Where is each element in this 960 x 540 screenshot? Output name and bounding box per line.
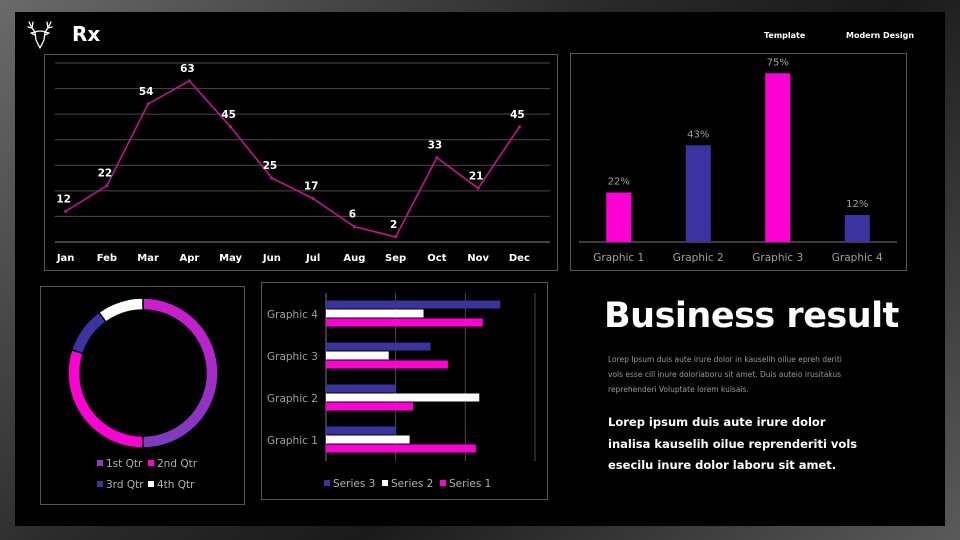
bar	[326, 318, 483, 327]
bar	[326, 309, 424, 318]
column-chart: 22% Graphic 1 43% Graphic 2 75% Graphic 3 12% G…	[579, 57, 897, 264]
bar	[765, 73, 791, 242]
data-point	[270, 176, 274, 180]
x-tick-label: Apr	[179, 253, 199, 264]
legend-label: Series 1	[449, 478, 491, 490]
data-label: 21	[469, 170, 484, 182]
x-tick-label: Jun	[262, 253, 281, 264]
legend-label: 3rd Qtr	[106, 479, 144, 491]
x-tick-label: Sep	[385, 253, 406, 264]
bar-chart-panel: Graphic 1 Graphic 2 Graphic 3 Graphic 4 Seri…	[261, 282, 548, 500]
data-label: 45	[510, 109, 525, 121]
y-tick-label: Graphic 4	[267, 309, 318, 321]
line-chart: 12 22 54 63 45 25 17 6 2 33 21 45 Jan Feb Mar Apr May Jun…	[55, 62, 550, 264]
legend-swatch	[148, 481, 154, 487]
small-paragraph: Lorep Ipsum duis aute irure dolor in kau…	[608, 355, 842, 394]
data-label: 33	[428, 140, 443, 152]
data-point	[435, 156, 439, 160]
legend-swatch	[382, 480, 388, 486]
data-point	[394, 235, 398, 239]
data-point	[476, 186, 480, 190]
deer-head-icon	[27, 21, 53, 49]
bar	[326, 402, 414, 411]
data-point	[517, 125, 521, 129]
bar	[685, 145, 711, 242]
column-chart-panel: 22% Graphic 1 43% Graphic 2 75% Graphic 3 12% G…	[570, 53, 907, 271]
data-point	[187, 79, 191, 83]
bar	[844, 215, 870, 242]
data-label: 12%	[846, 199, 868, 210]
data-label: 22	[98, 168, 113, 180]
data-label: 22%	[608, 177, 630, 188]
doughnut-slice	[70, 311, 108, 355]
x-tick-label: Feb	[97, 253, 117, 264]
data-label: 6	[349, 209, 356, 221]
x-tick-label: Graphic 3	[752, 252, 803, 264]
x-tick-label: Oct	[427, 253, 446, 264]
bar	[326, 342, 431, 351]
x-tick-label: Jul	[305, 253, 320, 264]
data-label: 63	[180, 63, 195, 75]
data-label: 17	[304, 181, 319, 193]
bar-chart: Graphic 1 Graphic 2 Graphic 3 Graphic 4 Seri…	[267, 293, 536, 490]
bar	[326, 360, 448, 369]
x-tick-label: Graphic 1	[593, 252, 644, 264]
legend-swatch	[97, 460, 103, 466]
data-label: 12	[56, 193, 71, 205]
legend-swatch	[148, 460, 154, 466]
brand-name: Rx	[72, 22, 101, 46]
data-point	[105, 184, 109, 188]
doughnut-slice	[67, 348, 144, 449]
big-paragraph: Lorep ipsum duis aute irure dolor inalis…	[608, 415, 858, 472]
x-tick-label: Aug	[343, 253, 365, 264]
doughnut-slice	[142, 297, 219, 449]
bar	[326, 384, 396, 393]
headline: Business result	[604, 296, 899, 336]
legend-label: Series 3	[333, 478, 375, 490]
legend-swatch	[97, 481, 103, 487]
bar	[326, 435, 410, 444]
y-tick-label: Graphic 1	[267, 435, 318, 447]
data-label: 45	[221, 109, 236, 121]
x-tick-label: Graphic 4	[832, 252, 883, 264]
doughnut-chart-panel: 1st Qtr 2nd Qtr 3rd Qtr 4th Qtr	[40, 286, 245, 505]
bar	[326, 351, 389, 360]
nav-link-template[interactable]: Template	[764, 31, 806, 40]
nav-link-modern-design[interactable]: Modern Design	[846, 31, 915, 40]
y-tick-label: Graphic 3	[267, 351, 318, 363]
data-label: 75%	[767, 57, 789, 68]
x-tick-label: Jan	[56, 253, 75, 264]
data-label: 43%	[687, 129, 709, 140]
bar	[326, 426, 396, 435]
bar	[326, 300, 501, 309]
bar	[326, 393, 480, 402]
doughnut-chart: 1st Qtr 2nd Qtr 3rd Qtr 4th Qtr	[67, 297, 219, 491]
bar	[326, 444, 476, 453]
x-tick-label: May	[219, 253, 242, 264]
x-tick-label: Mar	[137, 253, 159, 264]
data-label: 25	[263, 160, 278, 172]
bar	[606, 192, 632, 242]
data-label: 2	[390, 219, 397, 231]
x-tick-label: Nov	[467, 253, 489, 264]
data-point	[311, 197, 315, 201]
legend-label: 4th Qtr	[157, 479, 195, 491]
doughnut-slice	[97, 297, 144, 324]
legend-swatch	[324, 480, 330, 486]
y-tick-label: Graphic 2	[267, 393, 318, 405]
data-label: 54	[139, 86, 154, 98]
x-tick-label: Graphic 2	[673, 252, 724, 264]
data-point	[146, 102, 150, 106]
line-chart-panel: 12 22 54 63 45 25 17 6 2 33 21 45 Jan Feb Mar Apr May Jun…	[44, 54, 558, 271]
data-point	[229, 125, 233, 129]
legend-label: 1st Qtr	[106, 458, 143, 470]
legend-label: 2nd Qtr	[157, 458, 198, 470]
legend-swatch	[440, 480, 446, 486]
series-line	[65, 79, 521, 238]
x-tick-label: Dec	[509, 253, 530, 264]
data-point	[352, 225, 356, 229]
legend-label: Series 2	[391, 478, 433, 490]
data-point	[64, 209, 68, 213]
